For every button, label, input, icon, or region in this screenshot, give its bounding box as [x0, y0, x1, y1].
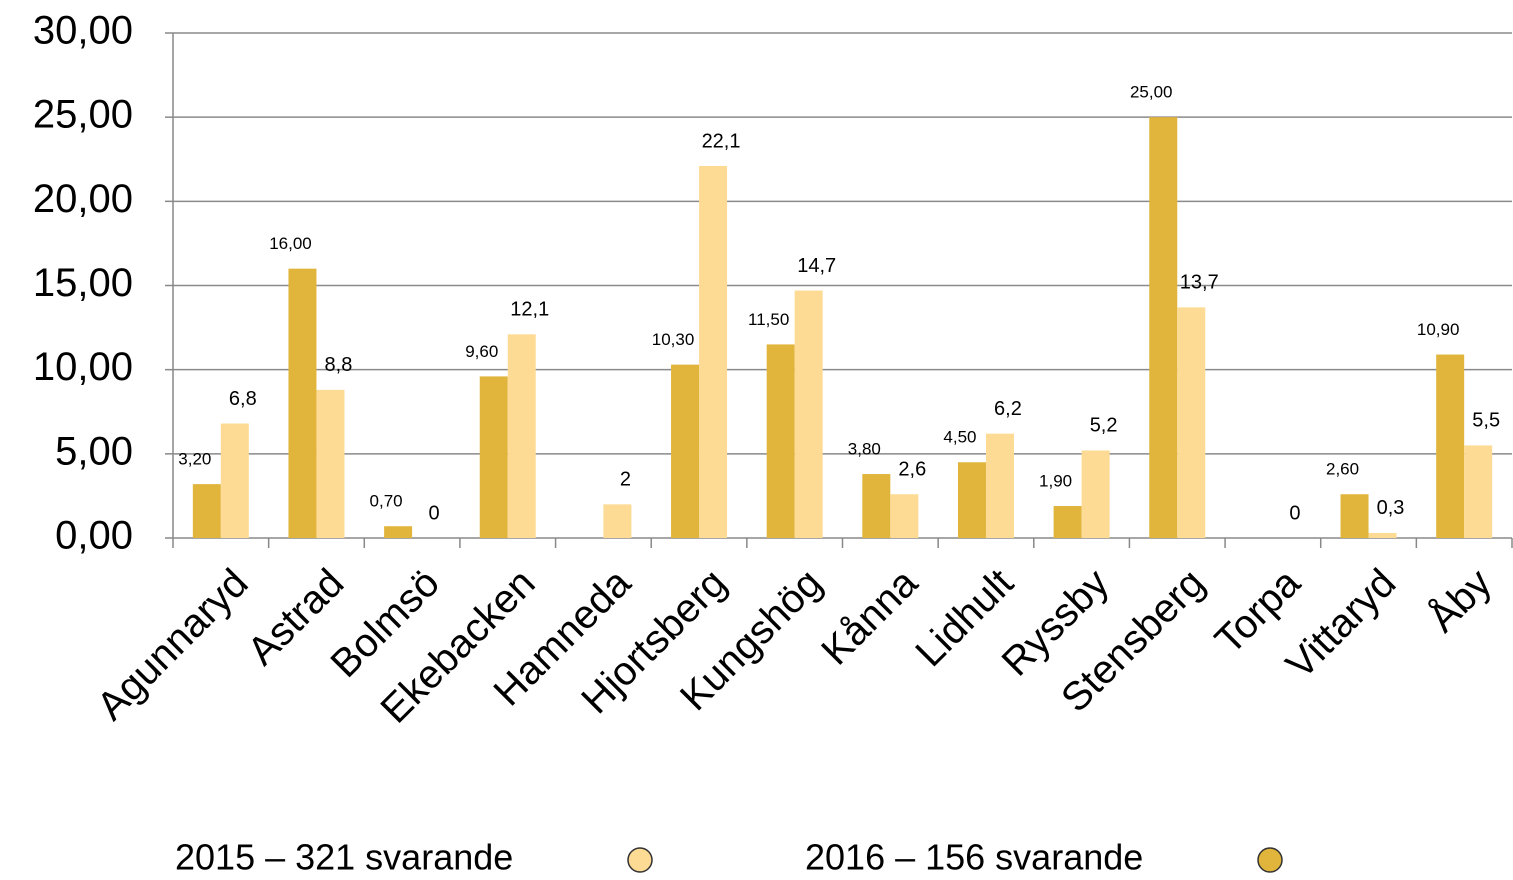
- data-label: 5,2: [1090, 415, 1118, 437]
- data-label: 5,5: [1472, 410, 1500, 432]
- y-tick-label: 5,00: [55, 429, 133, 473]
- x-tick-label: Vittaryd: [1278, 561, 1404, 687]
- y-tick-label: 25,00: [33, 93, 133, 137]
- data-label: 6,2: [994, 398, 1022, 420]
- data-label: 0,70: [370, 492, 403, 511]
- data-label: 1,90: [1039, 472, 1072, 491]
- data-label: 6,8: [229, 388, 257, 410]
- y-tick-label: 15,00: [33, 261, 133, 305]
- bar: [1081, 450, 1110, 538]
- data-label: 2,6: [898, 459, 926, 481]
- data-label: 22,1: [702, 130, 741, 152]
- y-tick-label: 20,00: [33, 177, 133, 221]
- data-label: 14,7: [797, 255, 836, 277]
- bar: [288, 268, 317, 538]
- data-label: 0: [429, 502, 440, 524]
- bar: [220, 423, 249, 538]
- x-tick-label: Kånna: [813, 560, 926, 673]
- data-label: 2,60: [1326, 460, 1359, 479]
- bar: [862, 474, 891, 538]
- data-label: 4,50: [943, 428, 976, 447]
- data-label: 8,8: [325, 354, 353, 376]
- bar: [671, 364, 700, 538]
- data-label: 25,00: [1130, 83, 1173, 102]
- bar: [507, 334, 536, 538]
- bar: [890, 494, 919, 538]
- data-label: 11,50: [748, 310, 789, 329]
- bar: [766, 344, 795, 538]
- y-tick-label: 10,00: [33, 345, 133, 389]
- data-label: 9,60: [465, 342, 498, 361]
- bar: [603, 504, 632, 538]
- bar: [384, 526, 413, 538]
- y-tick-label: 30,00: [33, 9, 133, 53]
- y-tick-label: 0,00: [55, 514, 133, 558]
- bar: [794, 290, 823, 538]
- bar: [1053, 506, 1082, 538]
- data-label: 10,90: [1417, 320, 1460, 339]
- data-label: 12,1: [510, 299, 549, 321]
- bar: [1149, 117, 1178, 539]
- bar: [957, 462, 986, 538]
- data-label: 16,00: [269, 234, 312, 253]
- legend-label: 2016 – 156 svarande: [805, 837, 1143, 878]
- bar: [1436, 354, 1465, 538]
- data-label: 10,30: [652, 330, 695, 349]
- legend-label: 2015 – 321 svarande: [175, 837, 513, 878]
- bar: [1340, 494, 1369, 538]
- legend-swatch: [1257, 847, 1283, 873]
- bar: [699, 165, 728, 538]
- data-label: 3,20: [178, 450, 211, 469]
- bar: [316, 389, 345, 538]
- bar: [479, 376, 508, 538]
- x-tick-label: Åby: [1419, 560, 1500, 641]
- x-tick-label: Agunnaryd: [89, 561, 257, 729]
- bar: [1177, 307, 1206, 538]
- bar: [1368, 532, 1397, 538]
- data-label: 3,80: [848, 440, 881, 459]
- data-label: 0: [1289, 502, 1300, 524]
- data-label: 0,3: [1377, 497, 1405, 519]
- bar: [192, 484, 221, 538]
- data-label: 2: [620, 469, 631, 491]
- bar: [1464, 445, 1493, 538]
- bar: [985, 433, 1014, 538]
- legend-swatch: [627, 847, 653, 873]
- data-label: 13,7: [1180, 272, 1219, 294]
